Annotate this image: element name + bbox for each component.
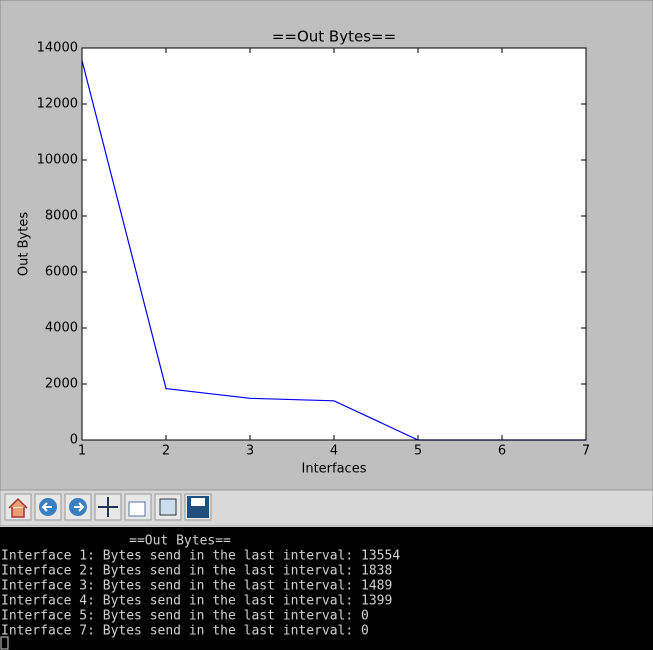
y-tick-label: 6000 — [45, 265, 78, 280]
terminal-text: ==Out Bytes== Interface 1: Bytes send in… — [1, 534, 400, 639]
x-tick-label: 2 — [162, 444, 170, 459]
toolbar-buttons — [4, 493, 212, 521]
terminal-line: Interface 1: Bytes send in the last inte… — [1, 549, 400, 564]
terminal-line: Interface 4: Bytes send in the last inte… — [1, 594, 392, 609]
y-axis-label: Out Bytes — [17, 212, 32, 276]
back-button[interactable] — [34, 493, 62, 521]
axes-frame — [81, 47, 587, 441]
subplots-button[interactable] — [154, 493, 182, 521]
terminal-line: Interface 3: Bytes send in the last inte… — [1, 579, 392, 594]
terminal-line: Interface 5: Bytes send in the last inte… — [1, 609, 369, 624]
forward-button[interactable] — [64, 493, 92, 521]
cursor — [0, 636, 9, 650]
x-tick-label: 6 — [498, 444, 506, 459]
y-tick-label: 12000 — [37, 97, 78, 112]
axes-background — [82, 48, 586, 440]
y-tick-label: 10000 — [37, 153, 78, 168]
pan-button[interactable] — [94, 493, 122, 521]
chart-title: ==Out Bytes== — [272, 28, 396, 46]
terminal-line: Interface 2: Bytes send in the last inte… — [1, 564, 392, 579]
x-axis-label: Interfaces — [302, 462, 367, 477]
x-tick-label: 7 — [582, 444, 590, 459]
terminal-heading: ==Out Bytes== — [129, 534, 231, 549]
terminal — [0, 527, 653, 650]
y-tick-label: 14000 — [37, 41, 78, 56]
y-tick-label: 2000 — [45, 377, 78, 392]
y-tick-label: 8000 — [45, 209, 78, 224]
home-button[interactable] — [4, 493, 32, 521]
save-button[interactable] — [184, 493, 212, 521]
x-tick-label: 1 — [78, 444, 86, 459]
x-tick-label: 3 — [246, 444, 254, 459]
axes: ==Out Bytes== Interfaces Out Bytes 0 2000… — [17, 28, 591, 477]
y-tick-label: 0 — [70, 433, 78, 448]
y-tick-label: 4000 — [45, 321, 78, 336]
zoom-button[interactable] — [124, 493, 152, 521]
x-tick-label: 5 — [414, 444, 422, 459]
x-tick-label: 4 — [330, 444, 338, 459]
terminal-line: Interface 7: Bytes send in the last inte… — [1, 624, 369, 639]
